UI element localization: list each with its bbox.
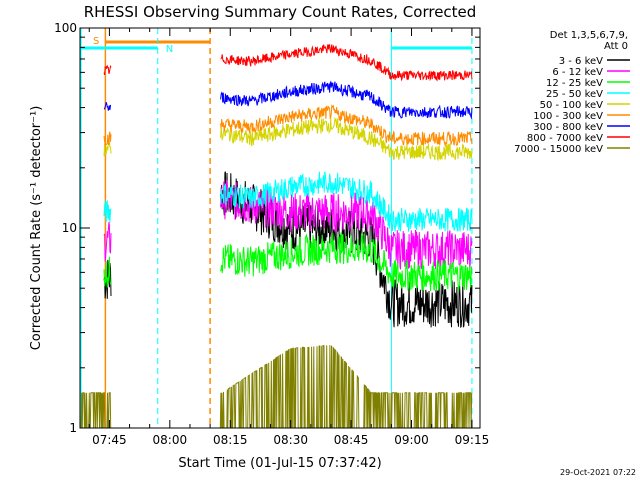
legend-label: 300 - 800 keV bbox=[533, 122, 603, 133]
generation-timestamp: 29-Oct-2021 07:22 bbox=[560, 468, 636, 477]
series-line bbox=[103, 43, 473, 82]
x-tick-label: 08:30 bbox=[273, 433, 308, 447]
series-7000-15000-kev bbox=[80, 345, 473, 429]
legend-label: 3 - 6 keV bbox=[559, 56, 603, 67]
legend-label: 800 - 7000 keV bbox=[527, 133, 603, 144]
legend-label: 25 - 50 keV bbox=[546, 89, 603, 100]
x-tick-label: 09:00 bbox=[394, 433, 429, 447]
series-800-7000-kev bbox=[103, 43, 473, 82]
legend-label: 50 - 100 keV bbox=[540, 100, 604, 111]
series-100-300-kev bbox=[103, 104, 473, 148]
y-tick-label: 1 bbox=[69, 421, 77, 435]
x-tick-label: 09:15 bbox=[455, 433, 490, 447]
x-tick-label: 08:15 bbox=[213, 433, 248, 447]
series-line bbox=[103, 171, 473, 232]
series-50-100-kev bbox=[103, 116, 473, 162]
legend-label: 100 - 300 keV bbox=[533, 111, 603, 122]
legend-header: Det 1,3,5,6,7,9, bbox=[550, 30, 628, 41]
series-line bbox=[103, 232, 473, 292]
x-tick-label: 07:45 bbox=[92, 433, 127, 447]
series-line bbox=[80, 345, 473, 429]
x-tick-label: 08:00 bbox=[153, 433, 188, 447]
series-25-50-kev bbox=[103, 171, 473, 232]
x-tick-label: 08:45 bbox=[334, 433, 369, 447]
x-axis: 07:45 08:00 08:15 08:30 08:45 09:00 09:15 bbox=[88, 28, 490, 447]
night-label: N bbox=[166, 44, 173, 55]
series-line bbox=[103, 104, 473, 148]
saa-label: S bbox=[93, 36, 99, 47]
series-line bbox=[103, 80, 473, 120]
y-axis-label: Corrected Count Rate (s⁻¹ detector⁻¹) bbox=[29, 106, 44, 351]
series-300-800-kev bbox=[103, 80, 473, 120]
x-axis-label: Start Time (01-Jul-15 07:37:42) bbox=[178, 456, 381, 471]
chart-title: RHESSI Observing Summary Count Rates, Co… bbox=[84, 3, 477, 21]
legend-header: Att 0 bbox=[604, 41, 628, 52]
legend-label: 7000 - 15000 keV bbox=[514, 144, 603, 155]
y-tick-label: 10 bbox=[62, 221, 77, 235]
y-axis: 1 10 100 bbox=[54, 21, 480, 435]
data-series-layer bbox=[80, 43, 473, 429]
legend-label: 12 - 25 keV bbox=[546, 78, 603, 89]
legend-label: 6 - 12 keV bbox=[552, 67, 603, 78]
y-tick-label: 100 bbox=[54, 21, 77, 35]
series-line bbox=[103, 116, 473, 162]
series-12-25-kev bbox=[103, 232, 473, 292]
